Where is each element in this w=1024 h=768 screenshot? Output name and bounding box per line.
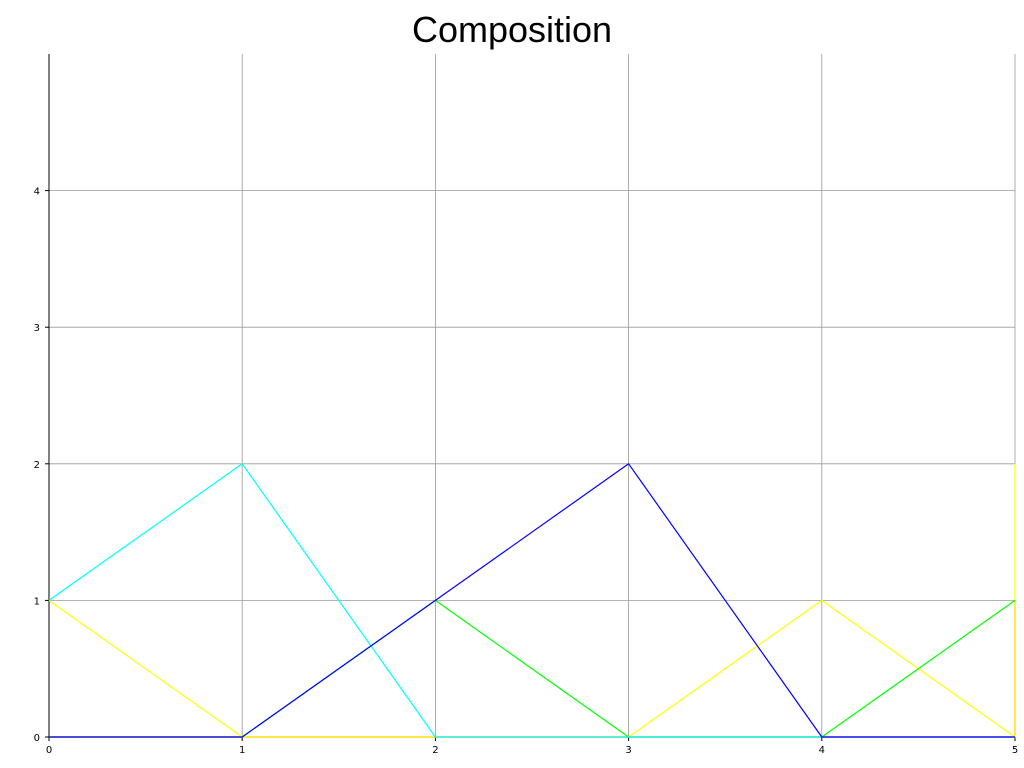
series-line-5 bbox=[49, 463, 1015, 738]
x-tick-label-4: 4 bbox=[819, 745, 825, 756]
x-tick-label-5: 5 bbox=[1012, 745, 1018, 756]
grid-layer bbox=[49, 54, 1016, 737]
series-line-3 bbox=[49, 599, 1016, 738]
series-layer bbox=[48, 463, 1016, 738]
y-tick-label-3: 3 bbox=[34, 323, 40, 334]
x-tick-label-3: 3 bbox=[625, 745, 631, 756]
chart-title: Composition bbox=[411, 9, 613, 50]
tick-layer: 0 1 2 3 4 5 0 1 2 3 4 bbox=[34, 187, 1019, 756]
y-tick-label-1: 1 bbox=[34, 596, 40, 607]
x-tick-label-0: 0 bbox=[46, 745, 52, 756]
y-tick-label-2: 2 bbox=[34, 460, 40, 471]
x-tick-label-1: 1 bbox=[239, 745, 245, 756]
y-tick-label-0: 0 bbox=[34, 733, 40, 744]
x-tick-label-2: 2 bbox=[432, 745, 438, 756]
y-tick-label-4: 4 bbox=[34, 187, 40, 198]
axes-layer bbox=[45, 54, 1016, 741]
